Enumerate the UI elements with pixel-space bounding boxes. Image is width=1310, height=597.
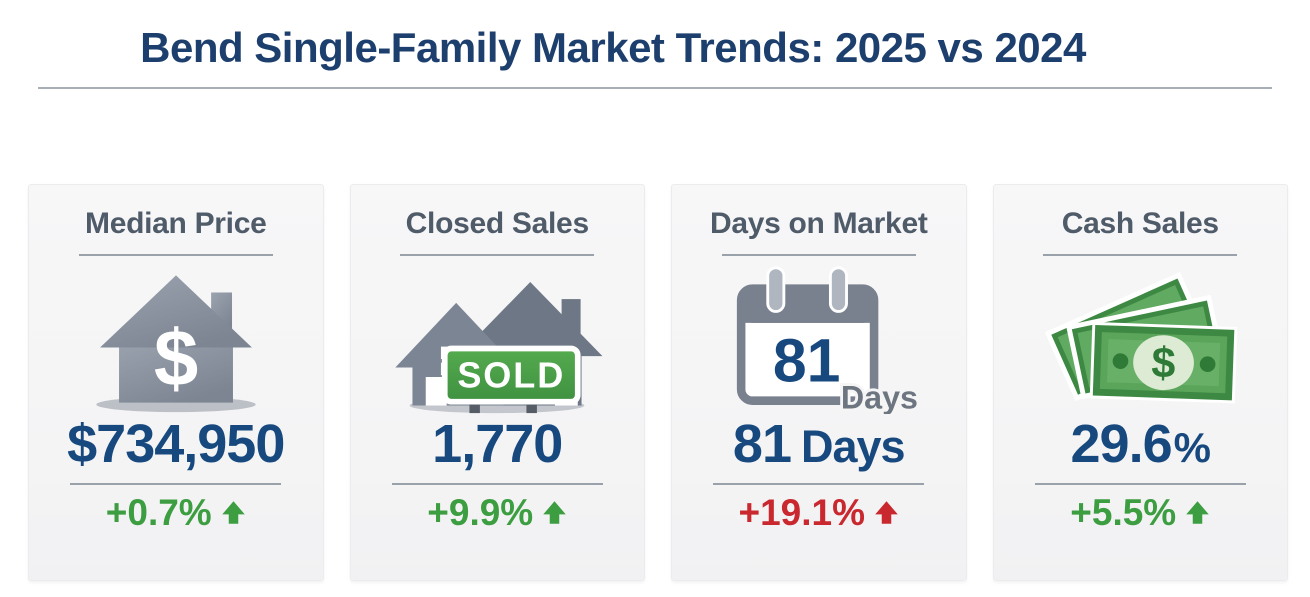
value-rule: [70, 482, 282, 485]
up-arrow-icon: [221, 500, 245, 524]
change-value: +5.5%: [1070, 491, 1177, 533]
card-title: Cash Sales: [1061, 207, 1219, 240]
value-rule: [713, 482, 925, 485]
kpi-cards: Median Price $ $734,950 +0.7%: [28, 184, 1288, 581]
house-dollar-icon: $: [96, 275, 256, 413]
value-number: 29.6: [1070, 414, 1173, 474]
sold-label: SOLD: [458, 354, 566, 395]
change-value: +0.7%: [105, 491, 212, 533]
metric-value: 29.6%: [994, 416, 1288, 473]
metric-value: 81 Days: [672, 416, 966, 473]
calendar-icon: 81 Days: [736, 266, 921, 414]
cash-bills-icon: $: [1045, 272, 1238, 404]
page-header: Bend Single-Family Market Trends: 2025 v…: [0, 24, 1310, 90]
change-row: +9.9%: [351, 494, 645, 531]
card-title: Closed Sales: [405, 207, 589, 240]
sold-houses-icon: SOLD: [395, 282, 603, 414]
change-row: +0.7%: [29, 494, 323, 531]
calendar-days-label: Days: [841, 379, 918, 414]
metric-value: 1,770: [432, 414, 563, 474]
card-title-rule: [1043, 254, 1238, 256]
page-title: Bend Single-Family Market Trends: 2025 v…: [140, 24, 1086, 71]
calendar-number: 81: [773, 327, 841, 395]
bill-dollar-glyph: $: [1151, 339, 1177, 388]
value-unit: Days: [801, 421, 906, 472]
up-arrow-icon: [543, 500, 566, 524]
card-title: Median Price: [85, 207, 267, 240]
value-number: 81: [732, 414, 792, 474]
value-rule: [1034, 482, 1246, 485]
metric-value: $734,950: [67, 414, 285, 474]
value-rule: [391, 482, 603, 485]
header-divider: [38, 87, 1272, 90]
change-value: +19.1%: [738, 491, 866, 533]
kpi-card-days-on-market: Days on Market 81 Days 81 Days +19.1%: [671, 184, 967, 581]
card-title-rule: [78, 254, 273, 256]
dollar-glyph: $: [154, 314, 198, 403]
value-unit: %: [1173, 424, 1211, 471]
card-title-rule: [400, 254, 595, 256]
up-arrow-icon: [875, 500, 898, 524]
kpi-card-median-price: Median Price $ $734,950 +0.7%: [28, 184, 324, 581]
up-arrow-icon: [1186, 500, 1209, 524]
card-title: Days on Market: [709, 207, 928, 240]
card-title-rule: [721, 254, 916, 256]
change-value: +9.9%: [427, 491, 534, 533]
kpi-card-cash-sales: Cash Sales: [992, 184, 1288, 581]
change-row: +19.1%: [672, 494, 966, 531]
kpi-card-closed-sales: Closed Sales: [349, 184, 645, 581]
change-row: +5.5%: [994, 494, 1288, 531]
